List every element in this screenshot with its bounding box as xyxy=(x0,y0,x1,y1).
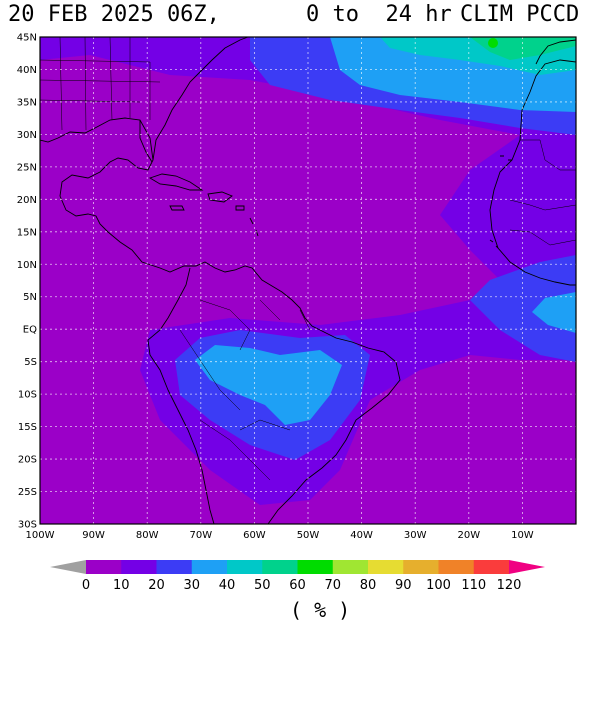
colorbar-label: 0 xyxy=(82,578,90,593)
lat-label: 30N xyxy=(17,130,37,141)
lat-label: 10S xyxy=(18,390,37,401)
colorbar-label: 10 xyxy=(113,578,130,593)
coast-north-america xyxy=(40,117,321,331)
lon-label: 90W xyxy=(82,530,105,541)
colorbar-box xyxy=(297,560,334,574)
colorbar-label: 120 xyxy=(497,578,522,593)
colorbar-label: 40 xyxy=(219,578,236,593)
field-band-20-30-africa xyxy=(470,255,576,362)
lat-label: 20N xyxy=(17,195,37,206)
coast-iberia xyxy=(535,39,576,65)
colorbar-box xyxy=(156,560,193,574)
colorbar-box xyxy=(227,560,263,574)
colorbar-box xyxy=(473,560,510,574)
colorbar-box xyxy=(368,560,404,574)
lat-label: 10N xyxy=(17,260,37,271)
lon-label: 40W xyxy=(350,530,373,541)
colorbar xyxy=(50,560,545,574)
border-africa xyxy=(509,139,576,246)
coast-us-east xyxy=(152,37,249,161)
colorbar-label: 90 xyxy=(395,578,412,593)
colorbar-label: 110 xyxy=(461,578,486,593)
lat-label: EQ xyxy=(23,325,37,336)
lat-label: 25N xyxy=(17,162,37,173)
colorbar-under-arrow xyxy=(50,560,86,574)
coast-caribbean-islands xyxy=(169,205,259,237)
lat-label: 5N xyxy=(23,292,37,303)
colorbar-label: 30 xyxy=(183,578,200,593)
lon-label: 50W xyxy=(297,530,320,541)
coast-cuba xyxy=(148,173,204,191)
border-south-america xyxy=(179,299,311,481)
borders xyxy=(40,37,576,481)
border-us-states xyxy=(40,37,161,131)
colorbar-label: 80 xyxy=(360,578,377,593)
colorbar-box xyxy=(191,560,228,574)
lat-label: 15S xyxy=(18,422,37,433)
lat-label: 30S xyxy=(18,520,37,531)
map-frame xyxy=(39,36,577,525)
map-title: 20 FEB 2025 06Z, 0 to 24 hr CLIM PCCD xyxy=(0,2,600,32)
colorbar-label: 70 xyxy=(324,578,341,593)
longitude-labels: 100W 90W 80W 70W 60W 50W 40W 30W 20W 10W xyxy=(26,530,534,541)
colorbar-units: ( % ) xyxy=(290,598,351,622)
lat-label: 15N xyxy=(17,227,37,238)
coast-florida xyxy=(139,120,153,163)
field-layer xyxy=(40,37,576,524)
coastlines xyxy=(40,37,576,524)
coast-south-america xyxy=(147,267,401,524)
lat-label: 5S xyxy=(24,357,37,368)
coast-canaries xyxy=(500,155,512,161)
colorbar-box xyxy=(86,560,122,574)
colorbar-label: 60 xyxy=(289,578,306,593)
coast-africa xyxy=(489,59,576,286)
lat-label: 25S xyxy=(18,487,37,498)
colorbar-box xyxy=(438,560,475,574)
field-band-30-40-south xyxy=(195,345,342,425)
colorbar-label: 50 xyxy=(254,578,271,593)
lon-label: 70W xyxy=(189,530,212,541)
lon-label: 80W xyxy=(136,530,159,541)
field-band-60-70 xyxy=(488,38,498,48)
field-band-30-40-africa xyxy=(532,292,576,333)
colorbar-box xyxy=(262,560,298,574)
colorbar-label: 20 xyxy=(148,578,165,593)
colorbar-box xyxy=(403,560,439,574)
coast-hispaniola xyxy=(207,191,233,203)
title-product: CLIM PCCD xyxy=(460,2,580,27)
lon-label: 10W xyxy=(511,530,534,541)
latitude-labels: 45N 40N 35N 30N 25N 20N 15N 10N 5N EQ 5S 10S 15S 20S 2… xyxy=(17,33,37,531)
lat-label: 35N xyxy=(17,97,37,108)
lat-label: 40N xyxy=(17,65,37,76)
colorbar-box xyxy=(332,560,369,574)
colorbar-labels: 0 10 20 30 40 50 60 70 80 90 100 110 120 xyxy=(82,578,522,593)
colorbar-box xyxy=(121,560,157,574)
lon-label: 20W xyxy=(457,530,480,541)
title-range: 0 to 24 hr xyxy=(306,2,452,27)
colorbar-label: 100 xyxy=(426,578,451,593)
lat-label: 20S xyxy=(18,455,37,466)
colorbar-over-arrow xyxy=(509,560,545,574)
gridlines xyxy=(40,37,576,524)
lon-label: 60W xyxy=(243,530,266,541)
lon-label: 100W xyxy=(26,530,55,541)
title-date: 20 FEB 2025 06Z, xyxy=(8,2,220,27)
coast-cape-verde xyxy=(489,239,499,249)
lat-label: 45N xyxy=(17,33,37,44)
lon-label: 30W xyxy=(404,530,427,541)
